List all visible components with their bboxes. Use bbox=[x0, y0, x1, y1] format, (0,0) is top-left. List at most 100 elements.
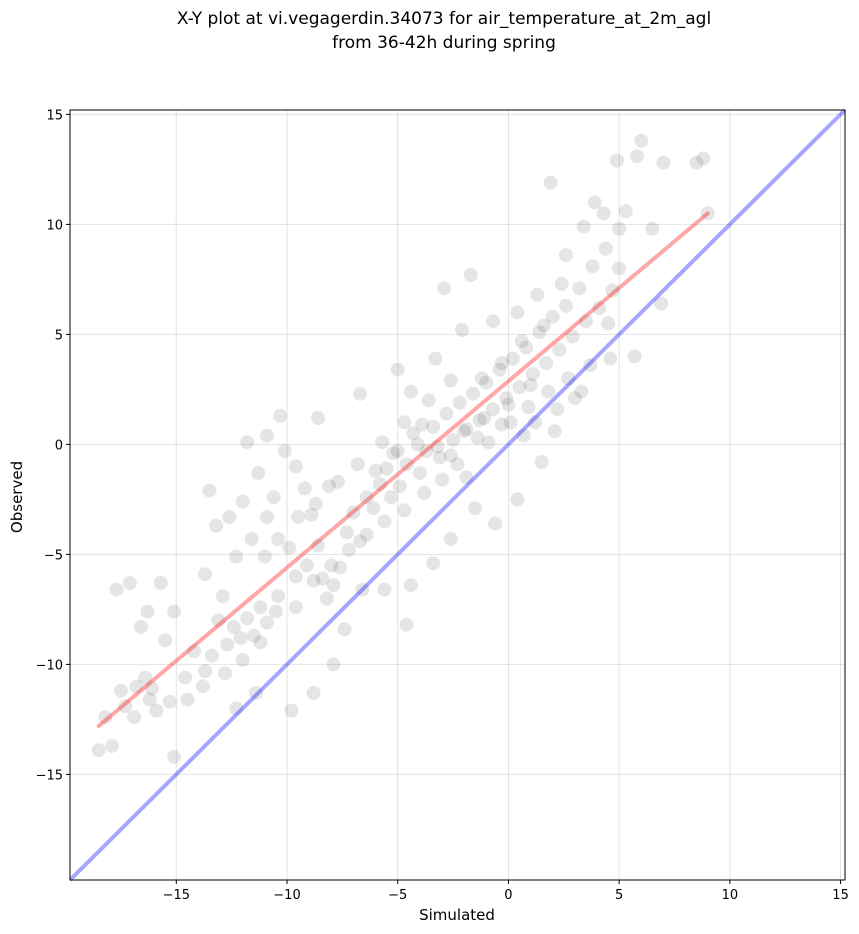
data-point bbox=[567, 391, 582, 406]
data-point bbox=[605, 283, 620, 298]
x-axis-label: Simulated bbox=[419, 906, 495, 924]
data-point bbox=[541, 384, 556, 399]
data-point bbox=[503, 415, 518, 430]
data-point bbox=[428, 351, 443, 366]
data-point bbox=[559, 298, 573, 313]
data-point bbox=[333, 560, 348, 575]
x-tick-label: 10 bbox=[722, 888, 739, 903]
data-point bbox=[392, 479, 407, 494]
data-point bbox=[528, 415, 542, 430]
data-point bbox=[399, 457, 414, 472]
data-point bbox=[138, 670, 153, 685]
data-point bbox=[543, 175, 558, 190]
data-point bbox=[202, 483, 217, 498]
data-point bbox=[244, 532, 259, 546]
data-point bbox=[113, 683, 128, 698]
data-point bbox=[587, 195, 602, 210]
data-point bbox=[379, 461, 394, 476]
data-point bbox=[330, 474, 345, 489]
x-tick-label: −5 bbox=[388, 888, 407, 903]
chart-title-line-2: from 36-42h during spring bbox=[332, 33, 556, 53]
data-point bbox=[308, 496, 323, 511]
data-point bbox=[359, 527, 374, 542]
data-point bbox=[443, 373, 458, 388]
y-tick-label: 0 bbox=[55, 438, 63, 453]
data-point bbox=[415, 417, 430, 432]
data-point bbox=[105, 738, 120, 753]
data-point bbox=[339, 525, 354, 540]
data-point bbox=[443, 532, 458, 546]
data-point bbox=[426, 556, 441, 571]
y-tick-label: 15 bbox=[46, 108, 63, 123]
data-point bbox=[355, 582, 370, 597]
data-point bbox=[404, 578, 418, 593]
data-point bbox=[645, 221, 660, 236]
data-point bbox=[437, 281, 452, 296]
data-point bbox=[488, 516, 503, 531]
data-point bbox=[158, 633, 173, 648]
data-point bbox=[499, 391, 514, 406]
data-point bbox=[98, 710, 113, 725]
data-point bbox=[127, 710, 142, 725]
data-point bbox=[240, 611, 255, 626]
data-point bbox=[397, 503, 412, 518]
data-point bbox=[539, 356, 554, 370]
data-point bbox=[565, 329, 580, 344]
data-point bbox=[450, 457, 465, 472]
data-point bbox=[656, 155, 671, 170]
data-point bbox=[353, 534, 368, 549]
data-point bbox=[266, 490, 281, 505]
data-point bbox=[466, 386, 480, 401]
data-point bbox=[545, 309, 560, 324]
data-point bbox=[377, 514, 392, 529]
data-point bbox=[505, 351, 520, 366]
data-point bbox=[612, 261, 627, 276]
data-point bbox=[359, 490, 374, 505]
data-point bbox=[519, 340, 534, 355]
data-point bbox=[468, 501, 483, 516]
data-point bbox=[368, 463, 383, 478]
data-point bbox=[306, 573, 321, 588]
data-point bbox=[412, 466, 427, 480]
data-point bbox=[572, 281, 587, 296]
data-point bbox=[485, 402, 500, 417]
data-point bbox=[304, 507, 319, 522]
data-point bbox=[109, 582, 124, 597]
data-point bbox=[273, 408, 288, 423]
data-point bbox=[397, 415, 412, 430]
data-point bbox=[492, 362, 507, 377]
data-point bbox=[209, 518, 224, 533]
data-point bbox=[596, 206, 611, 221]
data-point bbox=[550, 402, 565, 417]
data-point bbox=[452, 395, 467, 410]
data-point bbox=[609, 153, 624, 168]
data-point bbox=[366, 501, 381, 516]
data-point bbox=[592, 301, 607, 315]
data-point bbox=[122, 576, 137, 590]
y-tick-label: 10 bbox=[46, 218, 63, 233]
data-point bbox=[390, 444, 405, 458]
data-point bbox=[277, 444, 292, 458]
y-tick-label: 5 bbox=[55, 328, 63, 343]
data-point bbox=[375, 435, 390, 450]
data-point bbox=[474, 371, 489, 386]
data-point bbox=[446, 433, 461, 447]
data-point bbox=[386, 446, 401, 461]
data-point bbox=[627, 349, 642, 364]
data-point bbox=[311, 411, 325, 425]
data-point bbox=[559, 248, 573, 263]
data-point bbox=[91, 743, 106, 758]
data-point bbox=[167, 749, 182, 764]
data-point bbox=[501, 397, 516, 412]
data-point bbox=[198, 664, 213, 678]
data-point bbox=[547, 424, 562, 439]
data-point bbox=[118, 699, 133, 714]
data-point bbox=[477, 411, 492, 425]
data-point bbox=[532, 325, 547, 340]
data-point bbox=[142, 692, 157, 707]
data-point bbox=[353, 386, 368, 401]
data-point bbox=[220, 637, 235, 652]
y-tick-label: −5 bbox=[44, 548, 63, 563]
data-point bbox=[598, 241, 613, 256]
data-point bbox=[268, 604, 283, 619]
